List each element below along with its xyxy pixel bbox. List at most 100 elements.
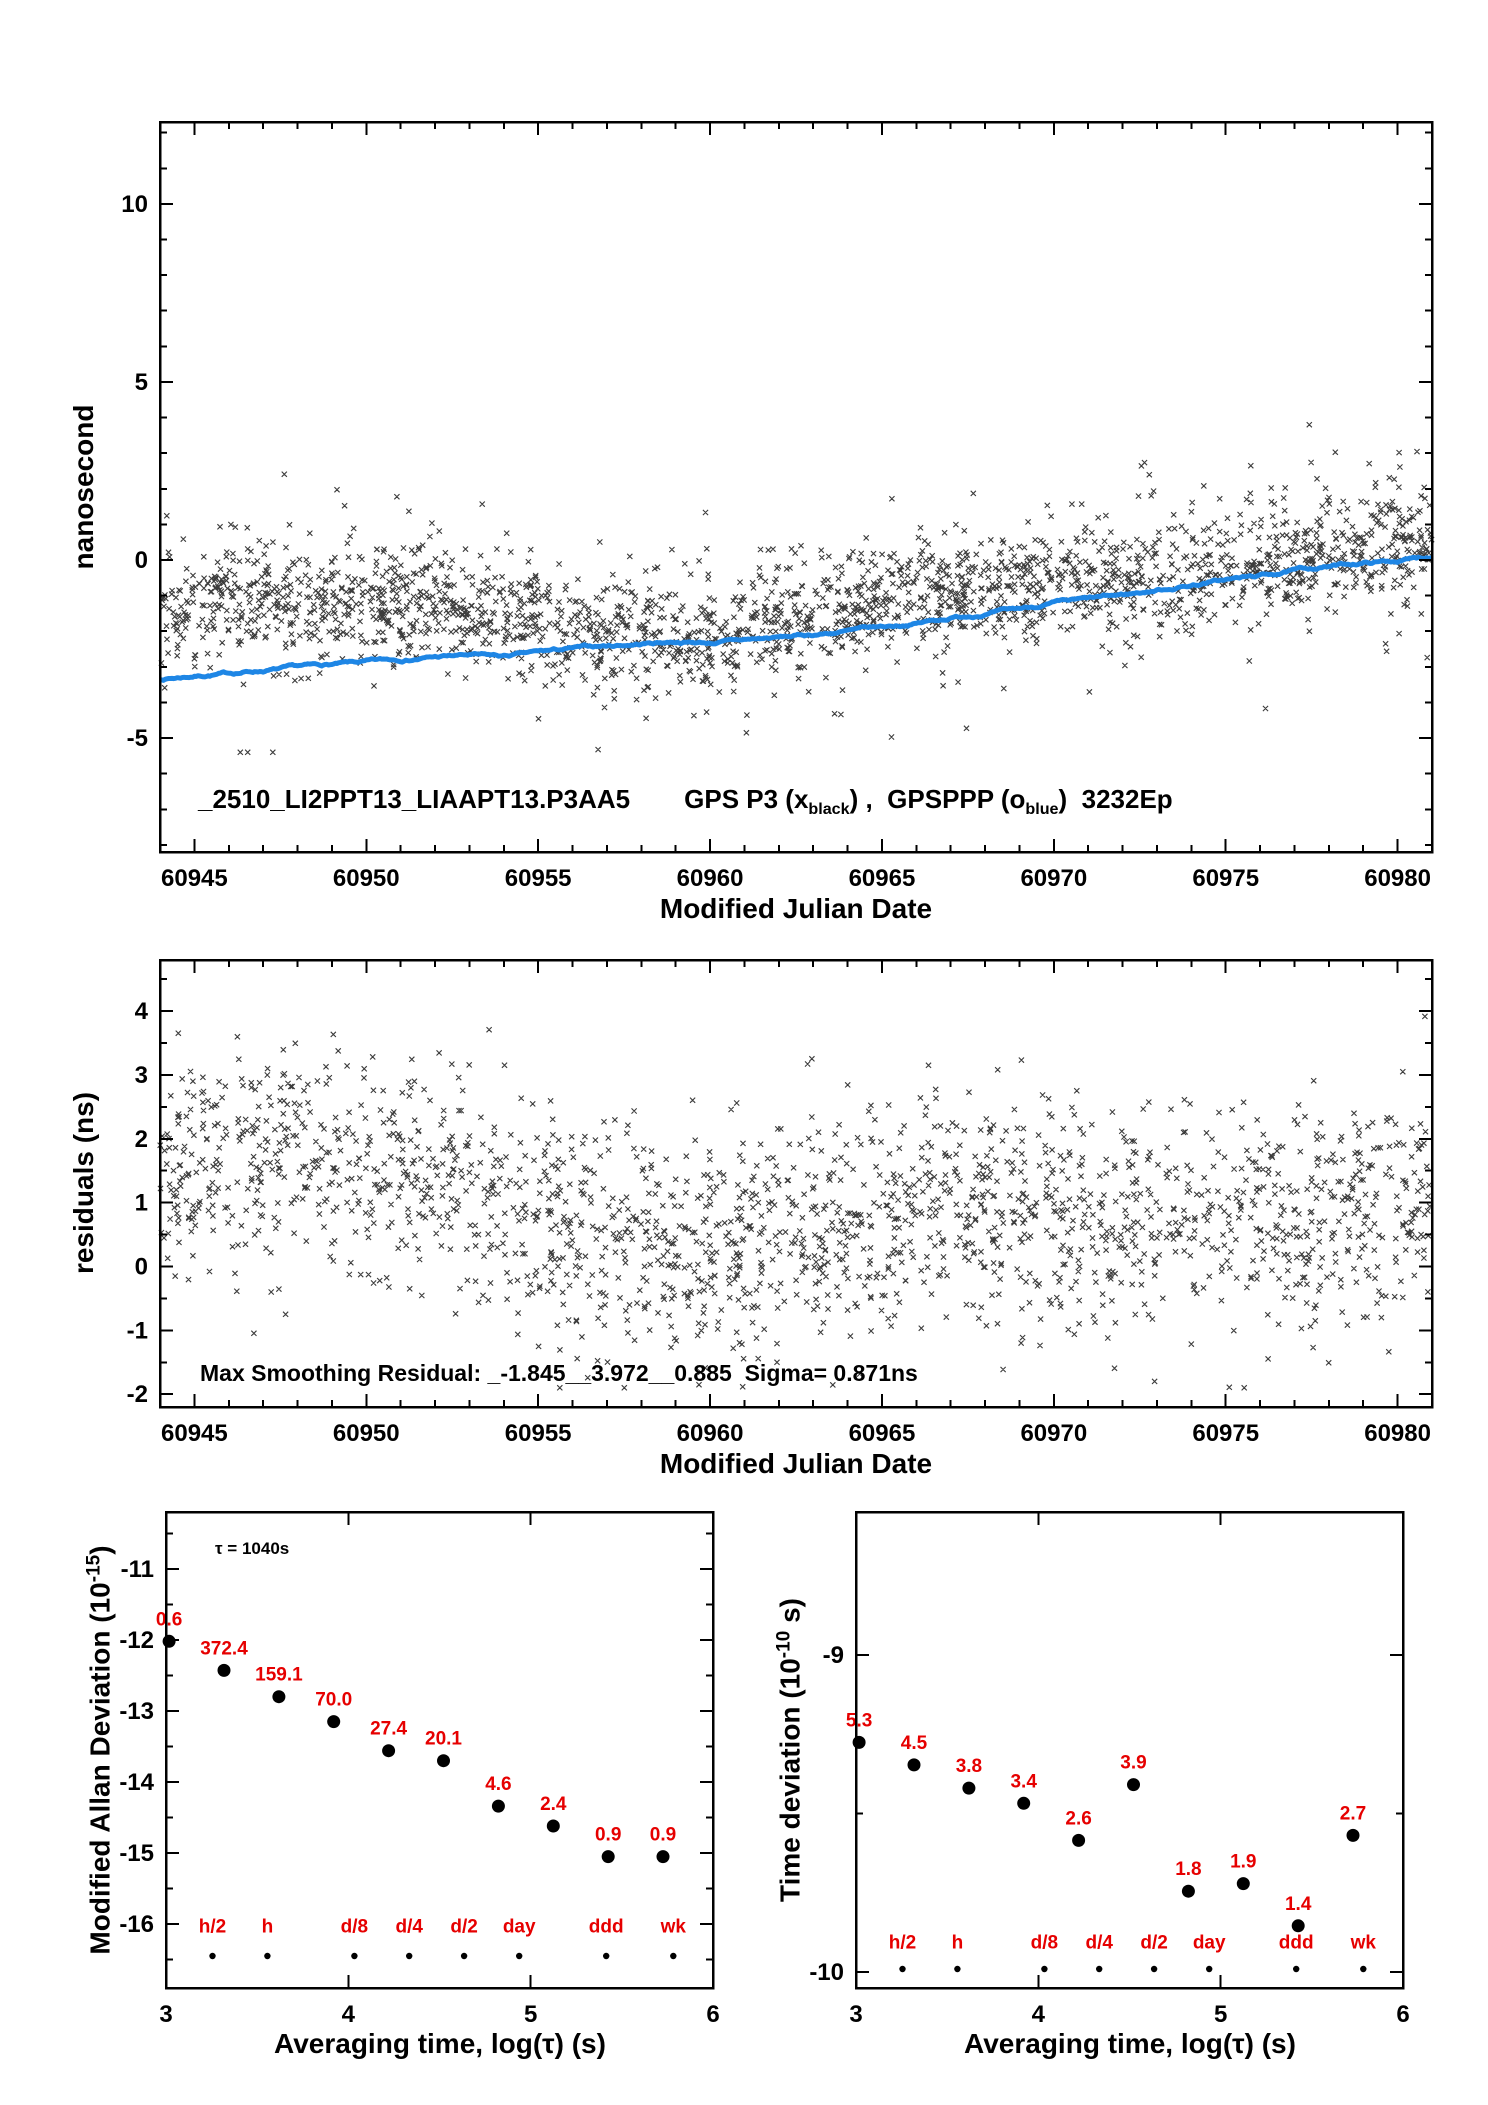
- tdev-y-title-post: s): [774, 1598, 806, 1631]
- gps-phase-x-tick-label: 60965: [849, 865, 916, 892]
- tdev-point: [852, 1735, 866, 1749]
- tdev-floor-point: [1041, 1965, 1048, 1973]
- residuals-ticks: [159, 960, 1433, 1407]
- mdev-point-label: 0.6: [156, 1609, 182, 1630]
- tdev-floor-point: [1206, 1965, 1213, 1973]
- residuals-y-tick-label: 2: [135, 1126, 148, 1153]
- gps-phase-ticks: [159, 122, 1433, 852]
- top-inline-legend: _2510_LI2PPT13_LIAAPT13.P3AA5 GPS P3 (xbl…: [198, 784, 1173, 819]
- mdev-point-label: 70.0: [315, 1690, 352, 1711]
- mdev-floor-point: [209, 1952, 216, 1960]
- mdev-point-label: 159.1: [255, 1665, 303, 1686]
- mdev-floor-point: [351, 1952, 358, 1960]
- gps-phase-frame: [158, 120, 1434, 854]
- residuals-y-tick-label: 1: [135, 1190, 148, 1217]
- mdev-y-tick-label: -13: [119, 1698, 154, 1725]
- tdev-point-label: 1.4: [1285, 1894, 1312, 1915]
- dataset-id: _2510_LI2PPT13_LIAAPT13.P3AA5: [198, 784, 631, 814]
- tdev-y-tick-label: -9: [823, 1642, 844, 1669]
- residuals-y-tick-label: 4: [135, 998, 149, 1025]
- gps-phase-y-tick-label: 10: [121, 191, 148, 218]
- tdev-point: [1181, 1884, 1195, 1898]
- mdev-y-axis-title: Modified Allan Deviation (10-15): [83, 1545, 116, 1954]
- mdev-y-title-pre: Modified Allan Deviation (10: [84, 1582, 116, 1955]
- legend-seg2: ) , GPSPPP (o: [849, 784, 1026, 814]
- tdev-y-axis-title: Time deviation (10-10 s): [773, 1598, 806, 1902]
- mdev-x-tick-label: 5: [524, 2001, 537, 2028]
- mdev-point: [601, 1850, 615, 1864]
- legend-sub-blue: blue: [1025, 800, 1059, 819]
- mdev-point-label: 2.4: [540, 1794, 567, 1815]
- tdev-floor-point: [954, 1965, 961, 1973]
- mdev-point: [382, 1744, 396, 1758]
- mdev-floor-label: h: [262, 1917, 274, 1938]
- residuals-x-tick-label: 60970: [1020, 1420, 1087, 1447]
- residuals-x-tick-label: 60945: [161, 1420, 228, 1447]
- residual-stats-annotation: Max Smoothing Residual: _-1.845__3.972__…: [200, 1360, 918, 1386]
- gps-phase-x-tick-label: 60945: [161, 865, 228, 892]
- tdev-floor-label: wk: [1350, 1932, 1377, 1953]
- mdev-y-title-post: ): [84, 1545, 116, 1555]
- mdev-floor-point: [516, 1952, 523, 1960]
- mdev-y-tick-label: -11: [121, 1556, 154, 1583]
- tdev-floor-label: day: [1193, 1932, 1226, 1953]
- tdev-point-label: 2.6: [1065, 1808, 1091, 1829]
- tdev-point-label: 1.8: [1175, 1859, 1201, 1880]
- residuals-scatter: [157, 1013, 1433, 1391]
- mdev-floor-label: h/2: [199, 1917, 226, 1938]
- mdev-x-tick-label: 4: [342, 2001, 356, 2028]
- tdev-point: [1127, 1778, 1140, 1792]
- residuals-y-tick-label: -2: [127, 1381, 148, 1408]
- tdev-point-label: 5.3: [846, 1710, 872, 1731]
- mdev-floor-point: [264, 1952, 271, 1960]
- mdev-floor-point: [406, 1952, 413, 1960]
- residuals-chart: 60945 60950 60955 60960 60965 60970 60975 60980…: [127, 958, 1434, 1447]
- tdev-floor-point: [1096, 1965, 1103, 1973]
- mdev-floor-label: wk: [660, 1917, 687, 1938]
- middle-x-axis-title: Modified Julian Date: [659, 1448, 933, 1479]
- mdev-x-tick-label: 3: [159, 2001, 172, 2028]
- mdev-point-label: 4.6: [485, 1774, 511, 1795]
- tdev-floor-label: ddd: [1279, 1932, 1314, 1953]
- top-y-axis-title: nanosecond: [68, 404, 99, 570]
- mdev-floor-point: [460, 1952, 468, 1960]
- tdev-point: [962, 1781, 976, 1795]
- tdev-point-label: 3.9: [1120, 1753, 1146, 1774]
- mdev-point: [217, 1663, 231, 1677]
- tdev-y-tick-label: -10: [809, 1959, 844, 1986]
- mdev-frame: [164, 1510, 715, 1990]
- tdev-floor-point: [1150, 1965, 1158, 1973]
- gps-phase-x-tick-label: 60970: [1020, 865, 1087, 892]
- mdev-y-tick-label: -15: [119, 1840, 154, 1867]
- tdev-x-tick-label: 6: [1396, 2001, 1409, 2028]
- gpsppp-line: [159, 554, 1433, 683]
- tdev-x-tick-label: 5: [1214, 2001, 1227, 2028]
- gps-p3-scatter: [158, 421, 1435, 756]
- residuals-x-tick-label: 60960: [677, 1420, 744, 1447]
- tdev-floor-point: [1360, 1965, 1367, 1973]
- gps-phase-x-tick-label: 60955: [505, 865, 572, 892]
- mdev-point: [162, 1634, 176, 1648]
- mdev-point-label: 0.9: [595, 1825, 621, 1846]
- tdev-point: [1072, 1833, 1086, 1847]
- gps-phase-y-tick-label: -5: [127, 725, 148, 752]
- tdev-y-title-pre: Time deviation (10: [774, 1658, 806, 1902]
- mdev-point-label: 372.4: [200, 1638, 248, 1659]
- mdev-x-axis-title: Averaging time, log(τ) (s): [274, 2028, 606, 2059]
- legend-sub-black: black: [808, 800, 850, 819]
- mdev-chart: 0.6 372.4 159.1 70.0 27.4 20.1 4.6 2.4 0.9 0.9 h/2…: [119, 1510, 720, 2028]
- mdev-point-label: 0.9: [650, 1825, 676, 1846]
- tdev-ticks: [855, 1512, 1404, 1988]
- legend-seg1: GPS P3 (x: [684, 784, 809, 814]
- mdev-floor-label: d/4: [395, 1917, 423, 1938]
- tau-note: τ = 1040s: [215, 1539, 290, 1558]
- mdev-y-tick-label: -16: [119, 1911, 154, 1938]
- mdev-ticks: [165, 1512, 714, 1988]
- mdev-y-tick-label: -12: [119, 1627, 154, 1654]
- mdev-point: [272, 1690, 286, 1704]
- tdev-floor-label: h: [952, 1932, 964, 1953]
- tdev-x-tick-label: 3: [849, 2001, 862, 2028]
- residuals-y-tick-label: -1: [127, 1317, 148, 1344]
- tdev-y-title-sup: -10: [773, 1630, 795, 1659]
